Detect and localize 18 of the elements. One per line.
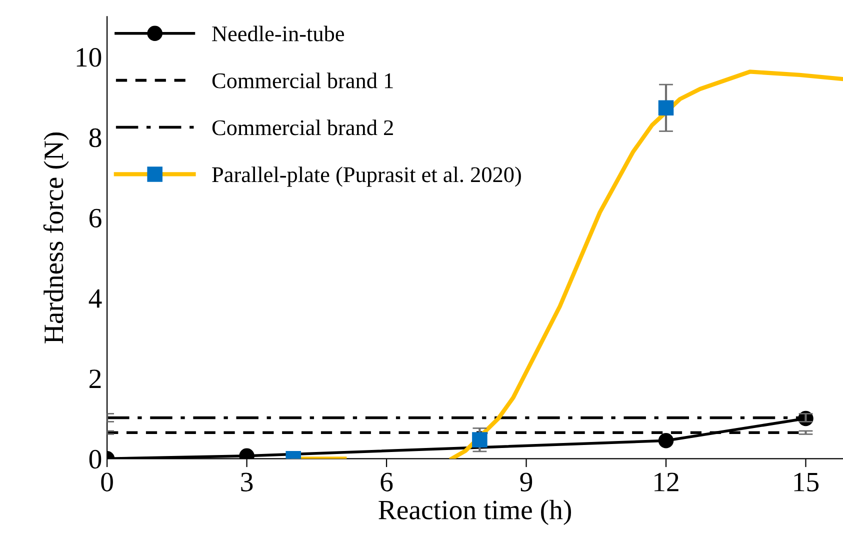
legend-label: Parallel-plate (Puprasit et al. 2020) [212, 166, 521, 187]
x-tick-label: 12 [654, 472, 678, 492]
x-tick-label: 3 [241, 472, 253, 492]
y-tick-label: 6 [90, 208, 102, 228]
x-tick-label: 0 [101, 472, 113, 492]
y-tick-label: 4 [88, 289, 102, 308]
x-tick-label: 9 [520, 472, 532, 492]
y-tick-label: 0 [89, 450, 102, 469]
y-tick-label: 2 [90, 370, 101, 388]
legend-label: Needle-in-tube [212, 26, 344, 42]
y-tick-label: 8 [89, 128, 102, 148]
legend-label: Commercial brand 1 [212, 72, 393, 88]
x-axis-title: Reaction time (h) [378, 500, 571, 526]
x-tick-label: 15 [794, 472, 819, 492]
x-tick-label: 6 [380, 472, 393, 492]
y-axis-title: Hardness force (N) [43, 132, 69, 344]
legend-label: Commercial brand 2 [212, 120, 393, 136]
y-tick-label: 10 [76, 48, 102, 67]
